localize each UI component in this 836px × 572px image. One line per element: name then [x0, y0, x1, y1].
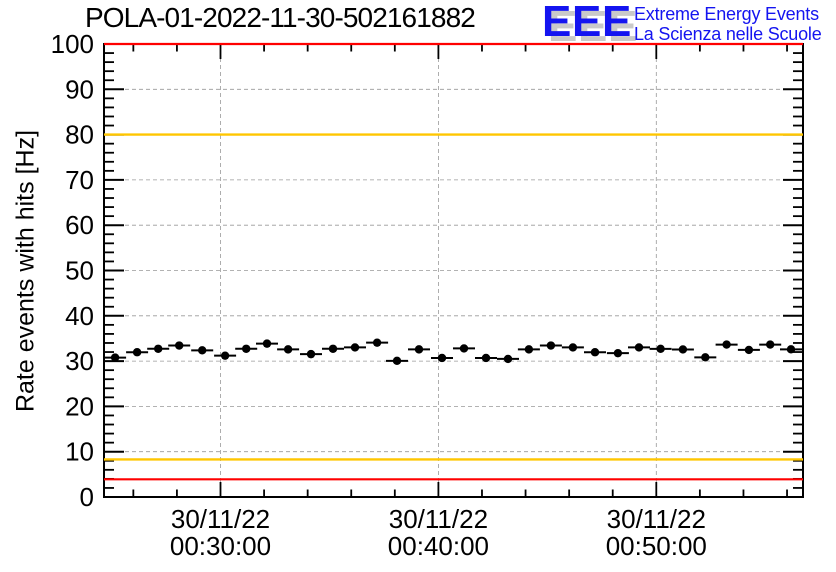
svg-text:E: E — [602, 0, 631, 46]
svg-text:E: E — [542, 0, 571, 46]
svg-text:30/11/22: 30/11/22 — [171, 504, 270, 534]
svg-text:00:50:00: 00:50:00 — [606, 531, 707, 561]
svg-text:50: 50 — [65, 256, 94, 286]
svg-text:30/11/22: 30/11/22 — [389, 504, 488, 534]
svg-text:80: 80 — [65, 120, 94, 150]
svg-text:0: 0 — [80, 482, 94, 512]
svg-text:00:40:00: 00:40:00 — [388, 531, 489, 561]
svg-text:60: 60 — [65, 210, 94, 240]
svg-text:10: 10 — [65, 437, 94, 467]
svg-text:30: 30 — [65, 346, 94, 376]
svg-text:40: 40 — [65, 301, 94, 331]
svg-text:00:30:00: 00:30:00 — [170, 531, 271, 561]
svg-text:E: E — [572, 0, 601, 46]
svg-text:90: 90 — [65, 74, 94, 104]
svg-text:20: 20 — [65, 391, 94, 421]
svg-text:30/11/22: 30/11/22 — [607, 504, 706, 534]
svg-text:70: 70 — [65, 165, 94, 195]
